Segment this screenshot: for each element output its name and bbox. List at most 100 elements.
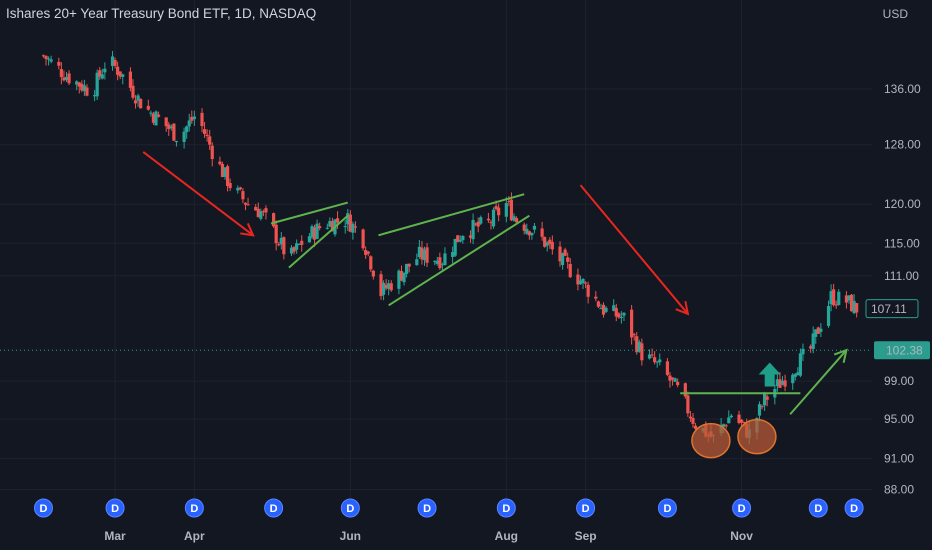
current-price-label-box: [874, 341, 930, 360]
y-tick-label: 115.00: [884, 236, 920, 250]
candle-body: [292, 247, 296, 252]
candle-body: [116, 66, 120, 75]
dividend-badge-label: D: [270, 503, 278, 515]
candle-body: [139, 98, 143, 109]
price-axis[interactable]: 136.00 128.00 120.00 115.00 111.00 99.00 95.00…: [865, 82, 930, 497]
y-tick-label: 95.00: [884, 412, 914, 426]
candle-body: [798, 353, 802, 376]
candle-body: [93, 95, 97, 97]
candle-body: [381, 283, 386, 295]
candle-body: [775, 379, 779, 387]
dividend-badge-ring: [808, 498, 828, 518]
candle-body: [566, 257, 570, 262]
candle-body: [576, 274, 580, 285]
last-price-label-box: [865, 299, 919, 319]
candle-body: [832, 289, 836, 306]
candle-body: [507, 201, 511, 203]
candle-body: [205, 134, 209, 136]
candle-body: [522, 224, 526, 231]
candle-body: [834, 304, 838, 306]
candle-body: [364, 250, 368, 255]
candle-body: [474, 223, 478, 225]
candle-body: [829, 291, 833, 305]
candle-body: [297, 243, 301, 245]
candle-body: [568, 263, 572, 278]
candle-body: [849, 294, 854, 312]
candle-body: [456, 235, 460, 243]
candle-body: [274, 224, 278, 244]
candlestick-series: [41, 50, 859, 445]
dividend-badge-ring: [105, 498, 125, 518]
candle-body: [619, 316, 623, 319]
trend-arrow-green-head: [833, 348, 848, 363]
dividend-badge-label: D: [850, 503, 858, 515]
candle-body: [210, 145, 214, 160]
candle-body: [417, 246, 421, 258]
candle-body: [353, 226, 358, 228]
candle-body: [453, 238, 457, 256]
trend-arrow-red: [579, 184, 689, 315]
candle-body: [113, 59, 117, 66]
candle-body: [486, 218, 491, 221]
candle-body: [471, 219, 475, 240]
candle-body: [41, 55, 46, 57]
candle-body: [46, 58, 51, 60]
candle-body: [85, 87, 89, 96]
candle-body: [670, 377, 675, 380]
candle-body: [614, 308, 618, 317]
candle-body: [202, 129, 207, 134]
candle-body: [686, 395, 690, 414]
candle-body: [724, 425, 728, 427]
candle-body: [369, 256, 373, 270]
time-axis[interactable]: Mar Apr Jun Aug Sep Nov: [104, 529, 753, 543]
candle-body: [586, 284, 590, 297]
candle-body: [509, 199, 514, 221]
current-price-label: 102.38: [886, 344, 923, 358]
candle-body: [151, 113, 156, 123]
trend-arrow-red-head: [675, 300, 690, 316]
wedge-upper-line: [378, 193, 525, 237]
candle-body: [665, 361, 670, 375]
candle-body: [164, 117, 168, 127]
dividend-badge-ring: [340, 498, 360, 518]
dividend-badge: [185, 499, 204, 517]
candle-body: [560, 253, 565, 265]
dividend-badge-ring: [264, 498, 284, 518]
candle-body: [307, 236, 312, 243]
candle-body: [246, 204, 250, 206]
candle-body: [604, 307, 608, 312]
candle-body: [425, 247, 429, 263]
dividend-badge-ring: [657, 498, 677, 518]
candle-body: [504, 202, 508, 217]
candle-body: [208, 136, 212, 145]
candle-body: [612, 305, 616, 311]
candle-body: [44, 55, 48, 59]
candle-body: [558, 246, 562, 262]
dividend-badge-label: D: [39, 503, 47, 515]
candle-body: [277, 244, 281, 246]
dividend-badge-label: D: [738, 503, 746, 515]
candle-body: [847, 295, 851, 301]
candle-body: [167, 124, 171, 130]
candle-body: [220, 164, 225, 178]
candle-body: [479, 217, 483, 224]
candle-body: [757, 404, 762, 416]
candle-body: [387, 283, 391, 289]
candle-body: [75, 81, 79, 85]
candle-body: [742, 421, 746, 423]
dividend-badge-label: D: [190, 503, 198, 515]
candle-body: [397, 270, 401, 289]
dividend-badge-ring: [417, 498, 437, 518]
candle-body: [169, 126, 173, 128]
candle-body: [351, 223, 355, 233]
candle-body: [200, 112, 204, 127]
x-tick-label: Sep: [575, 529, 597, 543]
dividend-badge: [576, 499, 595, 517]
candle-body: [778, 379, 782, 388]
candle-body: [404, 263, 409, 274]
candle-body: [407, 263, 411, 267]
candle-body: [819, 328, 823, 332]
candle-body: [399, 271, 404, 281]
candle-body: [77, 82, 81, 87]
